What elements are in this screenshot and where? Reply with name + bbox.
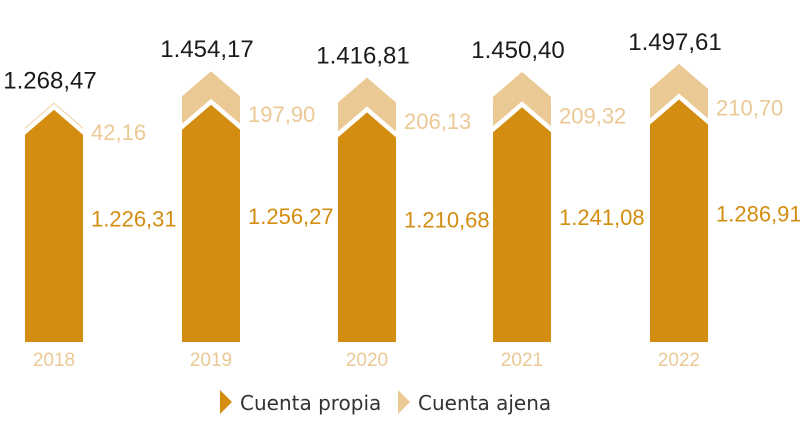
bar-cuenta-propia-2020 — [338, 112, 396, 342]
value-label-cuenta-propia-2020: 1.210,68 — [404, 208, 490, 233]
legend-label-cuenta-ajena: Cuenta ajena — [418, 391, 551, 415]
year-label-2019: 2019 — [190, 350, 232, 371]
value-label-cuenta-propia-2021: 1.241,08 — [559, 205, 645, 230]
bars-layer — [25, 63, 708, 343]
bar-cuenta-ajena-2021 — [493, 71, 551, 127]
value-label-cuenta-ajena-2021: 209,32 — [559, 104, 626, 129]
labels-layer: 2018 1.268,47 1.226,31 42,16 2019 1.454,17 1.2… — [3, 29, 800, 371]
total-label-2022: 1.497,61 — [628, 29, 721, 56]
bar-cuenta-ajena-2019 — [182, 71, 240, 124]
bar-cuenta-propia-2022 — [650, 99, 708, 342]
value-label-cuenta-propia-2018: 1.226,31 — [91, 206, 177, 231]
bar-cuenta-propia-2019 — [182, 104, 240, 342]
bar-cuenta-propia-2018 — [25, 109, 83, 343]
value-label-cuenta-ajena-2020: 206,13 — [404, 109, 471, 134]
total-label-2019: 1.454,17 — [160, 36, 253, 63]
year-label-2018: 2018 — [33, 350, 75, 371]
value-label-cuenta-ajena-2019: 197,90 — [248, 102, 315, 127]
total-label-2020: 1.416,81 — [316, 43, 409, 70]
bar-cuenta-propia-2021 — [493, 107, 551, 342]
year-label-2021: 2021 — [501, 350, 543, 371]
legend-swatch-cuenta-ajena — [398, 390, 410, 414]
legend: Cuenta propia Cuenta ajena — [220, 390, 551, 415]
legend-label-cuenta-propia: Cuenta propia — [240, 391, 381, 415]
year-label-2022: 2022 — [658, 350, 700, 371]
value-label-cuenta-propia-2019: 1.256,27 — [248, 204, 334, 229]
value-label-cuenta-propia-2022: 1.286,91 — [716, 201, 800, 226]
year-label-2020: 2020 — [346, 350, 388, 371]
total-label-2021: 1.450,40 — [471, 37, 564, 64]
bar-cuenta-ajena-2022 — [650, 63, 708, 119]
value-label-cuenta-ajena-2018: 42,16 — [91, 120, 146, 145]
value-label-cuenta-ajena-2022: 210,70 — [716, 96, 783, 121]
bar-cuenta-ajena-2020 — [338, 77, 396, 132]
legend-swatch-cuenta-propia — [220, 390, 232, 414]
total-label-2018: 1.268,47 — [3, 68, 96, 95]
